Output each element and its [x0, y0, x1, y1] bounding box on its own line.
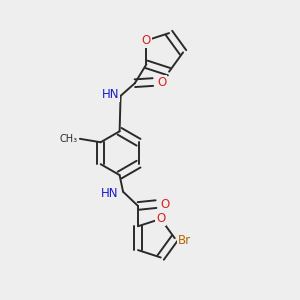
- Text: O: O: [156, 212, 165, 225]
- Text: Br: Br: [178, 234, 191, 247]
- Text: HN: HN: [101, 88, 119, 101]
- Text: O: O: [142, 34, 151, 47]
- Text: CH₃: CH₃: [59, 134, 77, 144]
- Text: O: O: [157, 76, 166, 88]
- Text: O: O: [160, 198, 170, 211]
- Text: HN: HN: [101, 187, 118, 200]
